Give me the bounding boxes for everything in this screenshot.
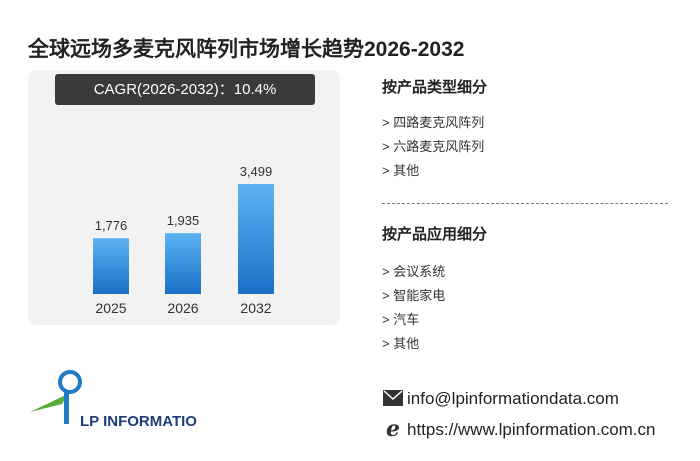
segment-item: > 其他 [382, 336, 420, 351]
svg-text:e: e [386, 419, 400, 439]
value-label: 1,776 [95, 218, 128, 233]
segment-item: > 六路麦克风阵列 [382, 139, 485, 154]
bar [238, 184, 274, 294]
x-tick-label: 2026 [167, 300, 198, 316]
segment-title: 按产品类型细分 [382, 79, 488, 96]
bar [165, 233, 201, 294]
x-tick-label: 2032 [240, 300, 271, 316]
segment-item: > 其他 [382, 163, 420, 178]
logo-mark: LP INFORMATION [30, 370, 198, 430]
cagr-label: CAGR(2026-2032)：10.4% [55, 74, 315, 105]
title: 全球远场多麦克风阵列市场增长趋势2026-2032 [28, 38, 465, 61]
email: info@lpinformationdata.com [407, 389, 619, 408]
segment-item: > 会议系统 [382, 264, 446, 279]
mail-icon [383, 390, 403, 406]
value-label: 3,499 [240, 164, 273, 179]
value-label: 1,935 [167, 213, 200, 228]
web-icon: e [386, 419, 400, 439]
bar [93, 238, 129, 294]
logo-text: LP INFORMATION [80, 413, 198, 430]
x-tick-label: 2025 [95, 300, 126, 316]
chart: 2025 1,776 2026 1,935 2032 3,499 [93, 164, 274, 316]
segment-item: > 汽车 [382, 312, 420, 327]
segment-item: > 智能家电 [382, 288, 446, 303]
segment-item: > 四路麦克风阵列 [382, 115, 485, 130]
segment-title: 按产品应用细分 [382, 226, 488, 243]
divider [382, 203, 668, 204]
website: https://www.lpinformation.com.cn [407, 420, 656, 439]
